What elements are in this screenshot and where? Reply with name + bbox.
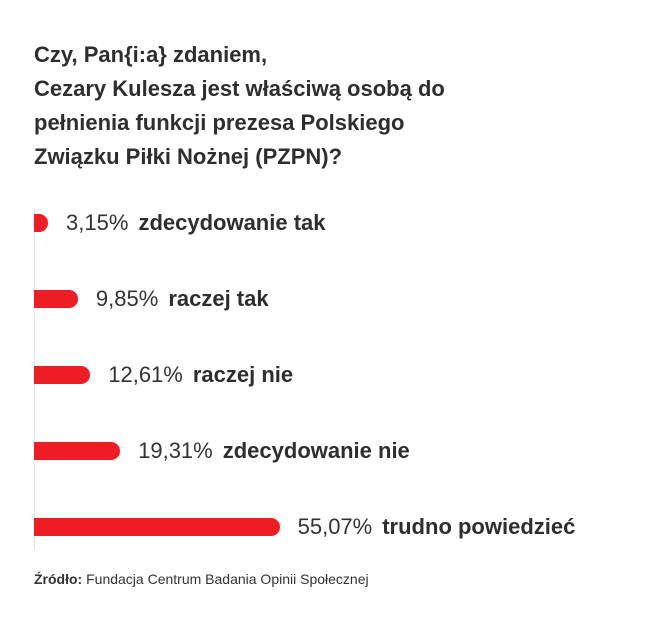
chart-title-line: Czy, Pan{i:a} zdaniem,: [34, 42, 268, 67]
bar: [34, 214, 49, 232]
category-label: zdecydowanie nie: [222, 438, 410, 463]
category-label: trudno powiedzieć: [382, 514, 576, 539]
bar: [34, 442, 121, 460]
source-text: Fundacja Centrum Badania Opinii Społeczn…: [86, 571, 369, 587]
bar: [34, 366, 91, 384]
bar: [34, 518, 280, 536]
value-label: 19,31%: [138, 438, 213, 463]
bar-row: 12,61% raczej nie: [34, 361, 293, 389]
value-label: 3,15%: [66, 210, 129, 235]
chart-title-line: pełnienia funkcji prezesa Polskiego: [34, 110, 405, 135]
chart-title-line: Cezary Kulesza jest właściwą osobą do: [34, 76, 445, 101]
value-label: 55,07%: [297, 514, 373, 539]
bar: [34, 290, 78, 308]
chart-title: Czy, Pan{i:a} zdaniem, Cezary Kulesza je…: [34, 38, 634, 174]
chart-title-line: Związku Piłki Nożnej (PZPN)?: [34, 144, 343, 169]
category-label: raczej nie: [192, 362, 294, 387]
category-label: zdecydowanie tak: [138, 210, 326, 235]
bar-row: 19,31% zdecydowanie nie: [34, 437, 410, 465]
bar-row: 55,07% trudno powiedzieć: [34, 513, 575, 541]
bar-row: 3,15% zdecydowanie tak: [34, 209, 326, 237]
source-note: Źródło: Fundacja Centrum Badania Opinii …: [34, 571, 369, 587]
value-label: 9,85%: [95, 286, 159, 311]
source-label: Źródło:: [34, 571, 83, 587]
value-label: 12,61%: [108, 362, 183, 387]
category-label: raczej tak: [168, 286, 269, 311]
bar-row: 9,85% raczej tak: [34, 285, 269, 313]
